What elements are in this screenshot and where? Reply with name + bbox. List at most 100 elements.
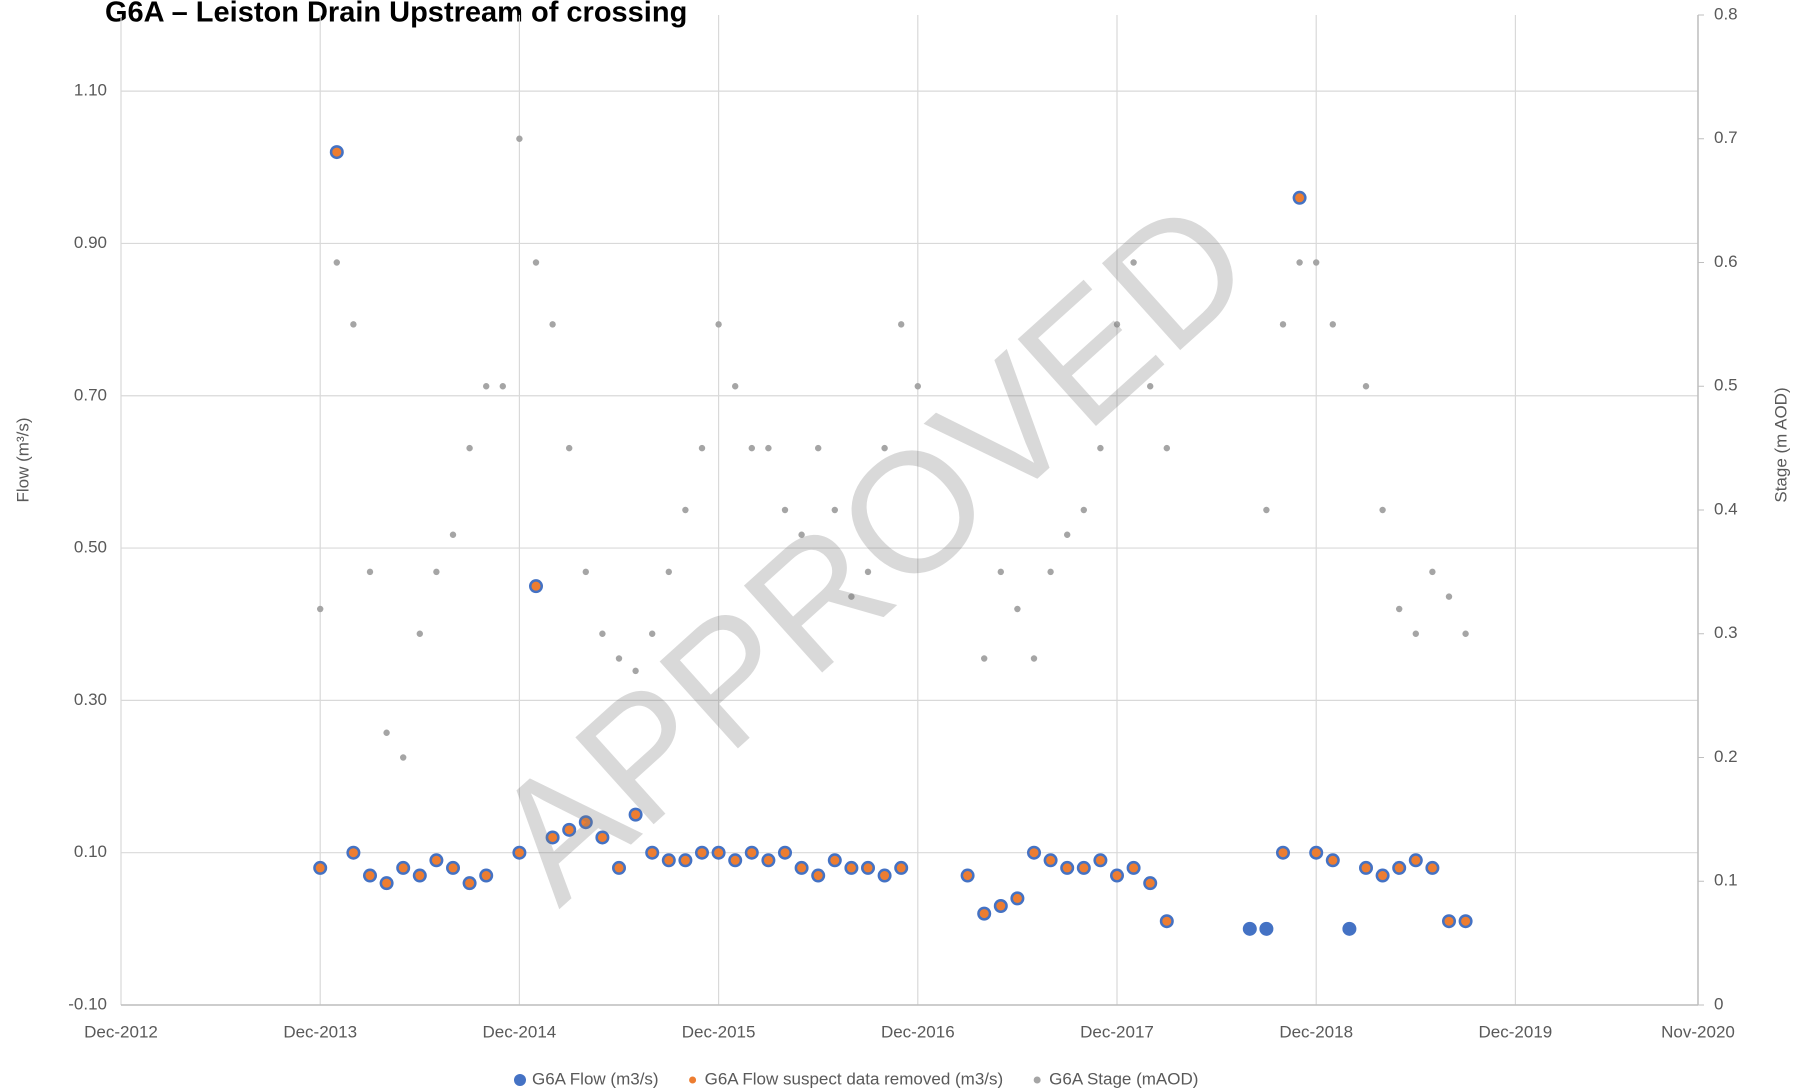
- data-point: [732, 383, 739, 390]
- data-point: [715, 321, 722, 328]
- y-tick-label: 0.10: [74, 842, 107, 861]
- data-point: [1361, 863, 1371, 873]
- data-point: [1062, 863, 1072, 873]
- data-point: [996, 901, 1006, 911]
- data-point: [1029, 848, 1039, 858]
- data-point: [898, 321, 905, 328]
- y-axis-title: Flow (m³/s): [13, 418, 32, 503]
- y2-tick-label: 0.7: [1714, 128, 1738, 147]
- data-point: [1429, 568, 1436, 576]
- data-point: [1295, 193, 1305, 203]
- data-point: [317, 605, 324, 613]
- x-tick-label: Dec-2015: [682, 1022, 756, 1041]
- data-point: [763, 855, 773, 865]
- data-point: [1080, 506, 1088, 514]
- data-point: [465, 878, 475, 888]
- data-point: [400, 754, 407, 761]
- data-point: [566, 444, 573, 452]
- legend-marker: [689, 1076, 697, 1084]
- data-point: [1162, 916, 1172, 926]
- data-point: [1163, 444, 1171, 452]
- data-point: [415, 871, 425, 881]
- data-point: [481, 871, 491, 881]
- data-point: [1263, 506, 1270, 514]
- x-tick-label: Dec-2014: [483, 1022, 557, 1041]
- y2-axis-title: Stage (m AOD): [1771, 387, 1790, 502]
- data-point: [1047, 568, 1054, 576]
- data-point: [431, 855, 441, 865]
- data-point: [747, 848, 757, 858]
- data-point: [531, 581, 541, 591]
- data-point: [1427, 863, 1437, 873]
- data-point: [516, 135, 523, 142]
- data-point: [1012, 893, 1022, 903]
- data-point: [797, 863, 807, 873]
- data-point: [781, 506, 789, 514]
- data-point: [682, 506, 689, 514]
- legend-label: G6A Flow (m3/s): [532, 1069, 659, 1088]
- data-point: [499, 383, 506, 390]
- data-point: [1129, 863, 1139, 873]
- data-point: [1113, 321, 1121, 328]
- data-point: [632, 667, 639, 675]
- data-point: [449, 531, 457, 538]
- x-tick-label: Dec-2018: [1279, 1022, 1353, 1041]
- data-point: [649, 630, 656, 637]
- data-point: [1342, 921, 1357, 936]
- data-point: [564, 825, 574, 835]
- y2-tick-label: 0: [1714, 994, 1723, 1013]
- data-point: [780, 848, 790, 858]
- data-point: [1130, 259, 1137, 266]
- data-point: [1378, 871, 1388, 881]
- data-point: [1396, 605, 1403, 613]
- data-point: [416, 630, 423, 637]
- watermark: APPROVED: [457, 164, 1286, 937]
- data-point: [979, 909, 989, 919]
- data-point: [365, 871, 375, 881]
- data-point: [748, 444, 755, 452]
- y-tick-label: -0.10: [68, 994, 107, 1013]
- data-point: [697, 848, 707, 858]
- data-point: [864, 568, 872, 576]
- data-point: [1379, 506, 1386, 514]
- data-point: [514, 848, 524, 858]
- data-point: [1278, 848, 1288, 858]
- data-point: [813, 871, 823, 881]
- y2-tick-label: 0.4: [1714, 499, 1738, 518]
- data-point: [1079, 863, 1089, 873]
- data-point: [896, 863, 906, 873]
- y-tick-label: 0.30: [74, 690, 107, 709]
- data-point: [1242, 921, 1257, 936]
- y2-tick-label: 0.6: [1714, 252, 1738, 271]
- data-point: [383, 729, 390, 736]
- data-point: [549, 321, 556, 328]
- data-point: [348, 848, 358, 858]
- data-point: [1064, 531, 1071, 538]
- y2-tick-label: 0.5: [1714, 376, 1738, 395]
- y-tick-label: 0.90: [74, 233, 107, 252]
- data-point: [846, 863, 856, 873]
- data-point: [1112, 871, 1122, 881]
- data-point: [881, 444, 888, 452]
- data-point: [581, 817, 591, 827]
- series: [317, 135, 1469, 761]
- data-point: [1462, 630, 1469, 637]
- x-tick-label: Dec-2016: [881, 1022, 955, 1041]
- data-point: [1328, 855, 1338, 865]
- data-point: [714, 848, 724, 858]
- data-point: [1030, 655, 1038, 662]
- legend-marker: [514, 1074, 526, 1086]
- data-point: [582, 568, 589, 576]
- chart-title: G6A – Leiston Drain Upstream of crossing: [105, 0, 687, 29]
- y-tick-label: 0.50: [74, 538, 107, 557]
- data-point: [815, 444, 822, 452]
- data-point: [333, 259, 340, 266]
- data-point: [880, 871, 890, 881]
- y2-tick-label: 0.3: [1714, 623, 1738, 642]
- data-point: [914, 383, 921, 390]
- data-point: [599, 630, 606, 637]
- data-point: [1279, 321, 1287, 328]
- data-point: [315, 863, 325, 873]
- data-point: [1411, 855, 1421, 865]
